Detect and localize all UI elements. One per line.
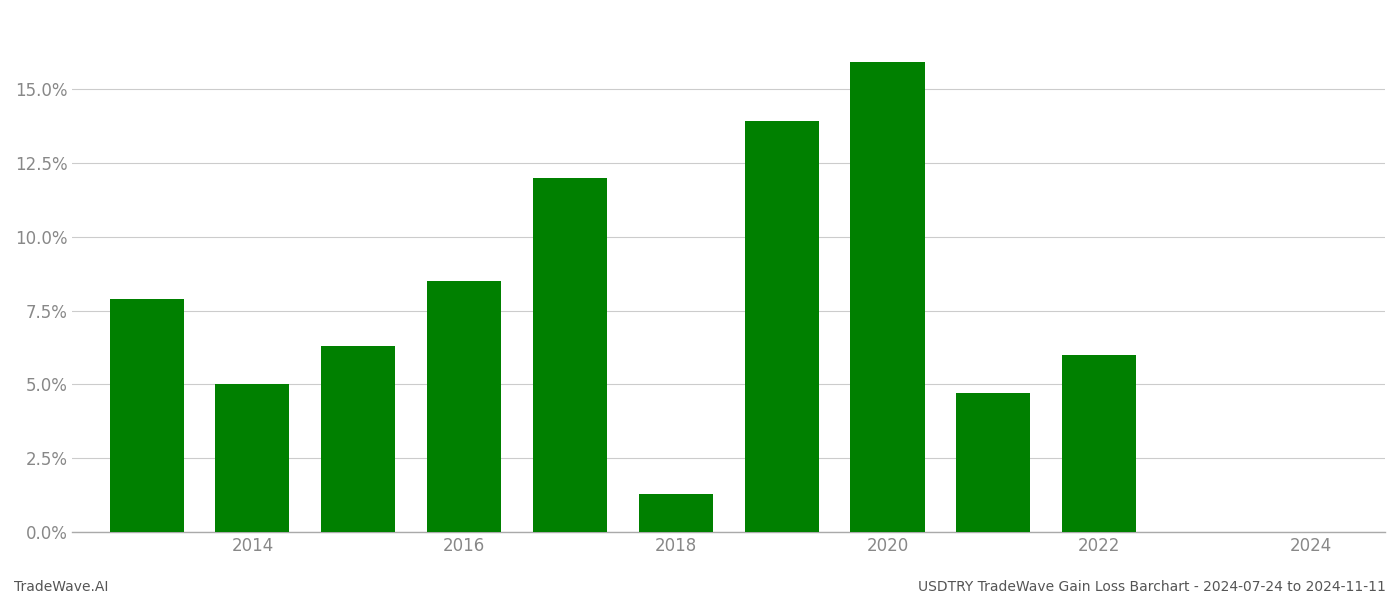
Bar: [1063, 355, 1137, 532]
Bar: [533, 178, 608, 532]
Bar: [745, 121, 819, 532]
Bar: [956, 393, 1030, 532]
Bar: [638, 494, 713, 532]
Text: TradeWave.AI: TradeWave.AI: [14, 580, 108, 594]
Bar: [850, 62, 924, 532]
Bar: [321, 346, 395, 532]
Bar: [427, 281, 501, 532]
Text: USDTRY TradeWave Gain Loss Barchart - 2024-07-24 to 2024-11-11: USDTRY TradeWave Gain Loss Barchart - 20…: [918, 580, 1386, 594]
Bar: [216, 385, 290, 532]
Bar: [109, 299, 183, 532]
